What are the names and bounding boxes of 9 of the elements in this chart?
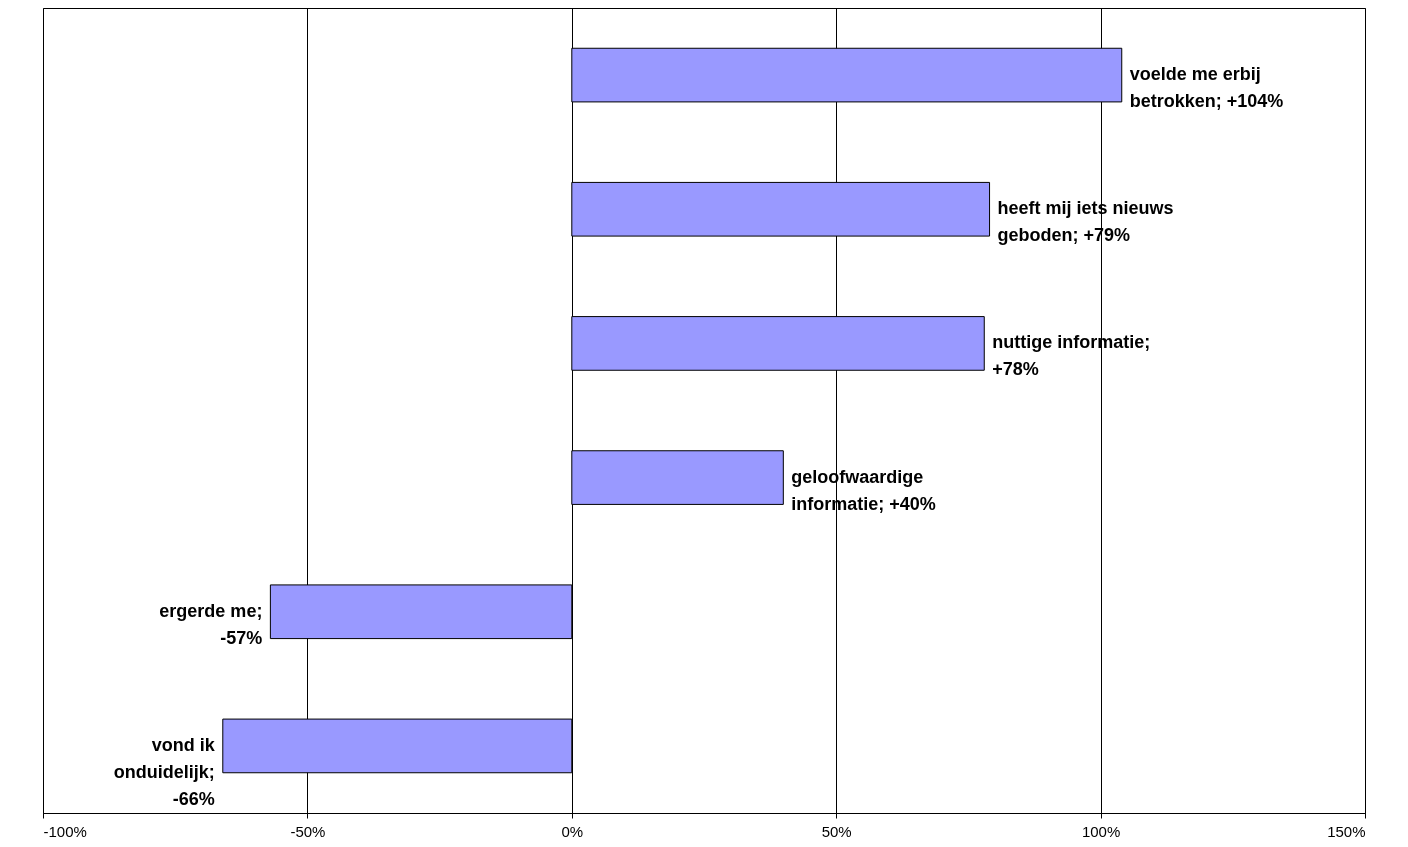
data-label: vond ik onduidelijk; -66%: [113, 734, 216, 809]
x-tick-label: 100%: [1081, 822, 1121, 840]
x-tick-label: 0%: [561, 822, 584, 840]
data-label: voelde me erbij betrokken; +104%: [1129, 64, 1284, 112]
data-label: ergerde me; -57%: [159, 600, 263, 648]
x-tick-label: 150%: [1327, 822, 1366, 840]
x-tick-label: 50%: [821, 822, 852, 840]
x-tick-label: -100%: [43, 822, 87, 840]
x-tick-label: -50%: [290, 822, 326, 840]
